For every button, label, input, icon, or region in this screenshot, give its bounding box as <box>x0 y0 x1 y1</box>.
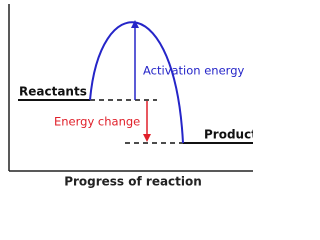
x-axis-label: Progress of reaction <box>64 175 202 189</box>
products-label: Products <box>204 128 253 142</box>
page: Progress of reaction Reactants Products … <box>8 4 253 189</box>
energy-change-label: Energy change <box>54 115 140 129</box>
reactants-label: Reactants <box>19 85 87 99</box>
activation-energy-label: Activation energy <box>143 64 244 78</box>
energy-diagram: Progress of reaction Reactants Products … <box>8 4 253 189</box>
